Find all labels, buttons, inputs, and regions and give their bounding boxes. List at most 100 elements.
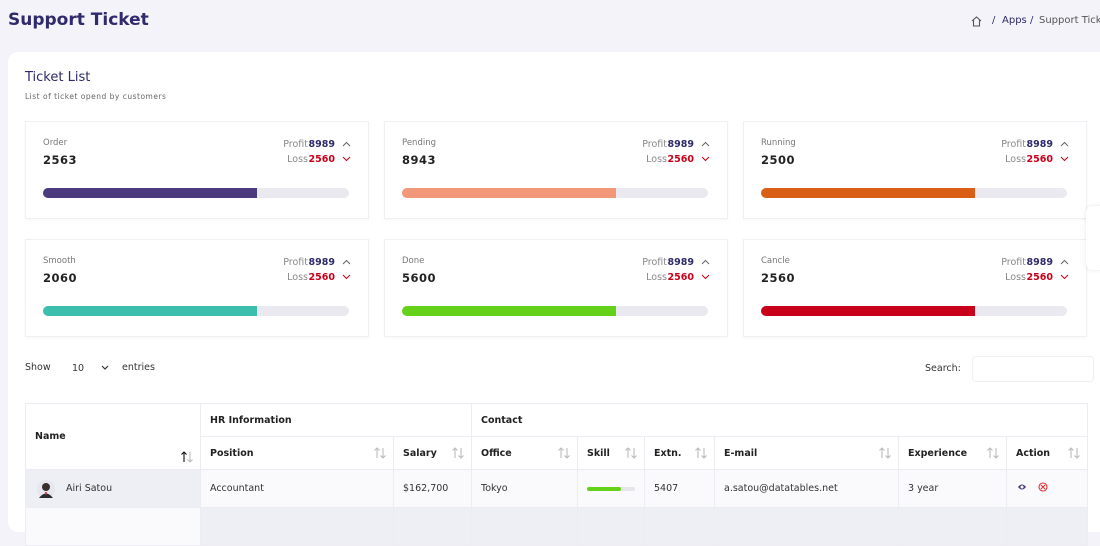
card-label: Order <box>43 138 68 148</box>
search-label: Search: <box>925 363 961 374</box>
loss-label: Loss <box>287 154 308 165</box>
column-header[interactable]: Salary <box>393 436 472 470</box>
card-label: Done <box>402 256 425 266</box>
table-cell <box>714 507 899 546</box>
sort-icon[interactable] <box>694 447 708 459</box>
table-cell <box>577 507 645 546</box>
stat-card: Smooth 2060 Profit 8989 Loss 2560 <box>25 239 369 337</box>
sort-icon[interactable] <box>373 447 387 459</box>
profit-label: Profit <box>1001 139 1026 150</box>
profit-value: 8989 <box>1026 139 1053 150</box>
progress-fill <box>402 188 617 198</box>
page: {"header": {"title": "Support Ticket", "… <box>8 10 1100 546</box>
cell-text: Airi Satou <box>66 483 113 494</box>
column-header[interactable]: Name <box>25 403 201 470</box>
cell-text: 5407 <box>654 483 679 494</box>
trend-icons <box>701 141 710 162</box>
data-table: Name HR Information Contact Position Salary O… <box>25 403 1088 546</box>
breadcrumb-current: Support Ticket <box>1039 15 1100 26</box>
progress-track <box>402 306 708 316</box>
column-header[interactable]: Experience <box>898 436 1007 470</box>
progress-fill <box>761 306 976 316</box>
loss-label: Loss <box>1005 154 1026 165</box>
column-header[interactable]: Skill <box>577 436 645 470</box>
table-cell: 5407 <box>644 469 715 508</box>
cell-text: a.satou@datatables.net <box>724 483 838 494</box>
profit-value: 8989 <box>308 139 335 150</box>
side-toolbar[interactable] <box>1086 206 1100 270</box>
loss-value: 2560 <box>308 272 335 283</box>
card-label: Cancle <box>761 256 790 266</box>
skill-fill <box>587 486 621 491</box>
table-cell: Accountant <box>200 469 394 508</box>
page-title: Support Ticket <box>8 10 149 30</box>
column-header[interactable]: Action <box>1006 436 1088 470</box>
avatar <box>37 480 55 498</box>
column-label: E-mail <box>724 447 758 459</box>
column-header[interactable]: Extn. <box>644 436 715 470</box>
loss-value: 2560 <box>667 272 694 283</box>
sort-icon[interactable] <box>878 447 892 459</box>
profit-value: 8989 <box>308 257 335 268</box>
table-cell <box>393 507 472 546</box>
show-label: Show <box>25 362 51 373</box>
sort-icon[interactable] <box>557 447 571 459</box>
card-value: 2060 <box>43 271 78 285</box>
profit-label: Profit <box>642 139 667 150</box>
cell-text: Tokyo <box>481 483 508 494</box>
column-label: Position <box>210 447 254 459</box>
profit-label: Profit <box>1001 257 1026 268</box>
panel-title: Ticket List <box>25 70 91 85</box>
table-cell <box>577 469 645 508</box>
breadcrumb-link[interactable]: Apps <box>1002 15 1027 26</box>
column-label: Skill <box>587 447 610 459</box>
stat-card: Cancle 2560 Profit 8989 Loss 2560 <box>743 239 1087 337</box>
column-header[interactable]: Office <box>471 436 578 470</box>
action-cell <box>1006 469 1088 508</box>
table-row: Airi Satou Accountant $162,700 Tokyo 5407 a.s… <box>25 469 1088 508</box>
table-cell <box>25 507 201 546</box>
header-row: Name HR Information Contact <box>25 403 1088 470</box>
card-label: Running <box>761 138 796 148</box>
sort-icon[interactable] <box>624 447 638 459</box>
table-cell <box>471 507 578 546</box>
page-length-select[interactable]: 10 <box>72 363 85 374</box>
sort-icon[interactable] <box>180 451 194 463</box>
column-label: Experience <box>908 447 968 459</box>
progress-track <box>761 306 1067 316</box>
sort-icon[interactable] <box>986 447 1000 459</box>
column-header[interactable]: E-mail <box>714 436 899 470</box>
loss-label: Loss <box>1005 272 1026 283</box>
cell-text: Accountant <box>210 483 264 494</box>
table-cell: Tokyo <box>471 469 578 508</box>
progress-fill <box>761 188 976 198</box>
entries-label: entries <box>122 362 155 373</box>
cell-text: 3 year <box>908 483 939 494</box>
progress-fill <box>43 306 258 316</box>
sort-icon[interactable] <box>451 447 465 459</box>
column-header[interactable]: Position <box>200 436 394 470</box>
table-cell <box>898 507 1007 546</box>
column-label: Action <box>1016 447 1051 459</box>
trend-icons <box>1060 141 1069 162</box>
table-cell <box>644 507 715 546</box>
loss-value: 2560 <box>308 154 335 165</box>
sort-icon[interactable] <box>1067 447 1081 459</box>
separator: / <box>992 15 996 26</box>
card-label: Smooth <box>43 256 76 266</box>
progress-track <box>43 188 349 198</box>
panel-subtitle: List of ticket opend by customers <box>25 92 167 101</box>
home-icon[interactable] <box>970 15 983 27</box>
card-value: 5600 <box>402 271 437 285</box>
stat-card: Done 5600 Profit 8989 Loss 2560 <box>384 239 728 337</box>
card-value: 2560 <box>761 271 796 285</box>
skill-track <box>587 486 635 491</box>
group-header: HR Information <box>200 403 472 437</box>
stat-card: Order 2563 Profit 8989 Loss 2560 <box>25 121 369 219</box>
action-icons[interactable] <box>1017 481 1053 493</box>
cell-text: $162,700 <box>403 483 449 494</box>
loss-label: Loss <box>287 272 308 283</box>
table-row-partial <box>25 507 1088 546</box>
search-input[interactable] <box>972 356 1094 382</box>
profit-value: 8989 <box>1026 257 1053 268</box>
